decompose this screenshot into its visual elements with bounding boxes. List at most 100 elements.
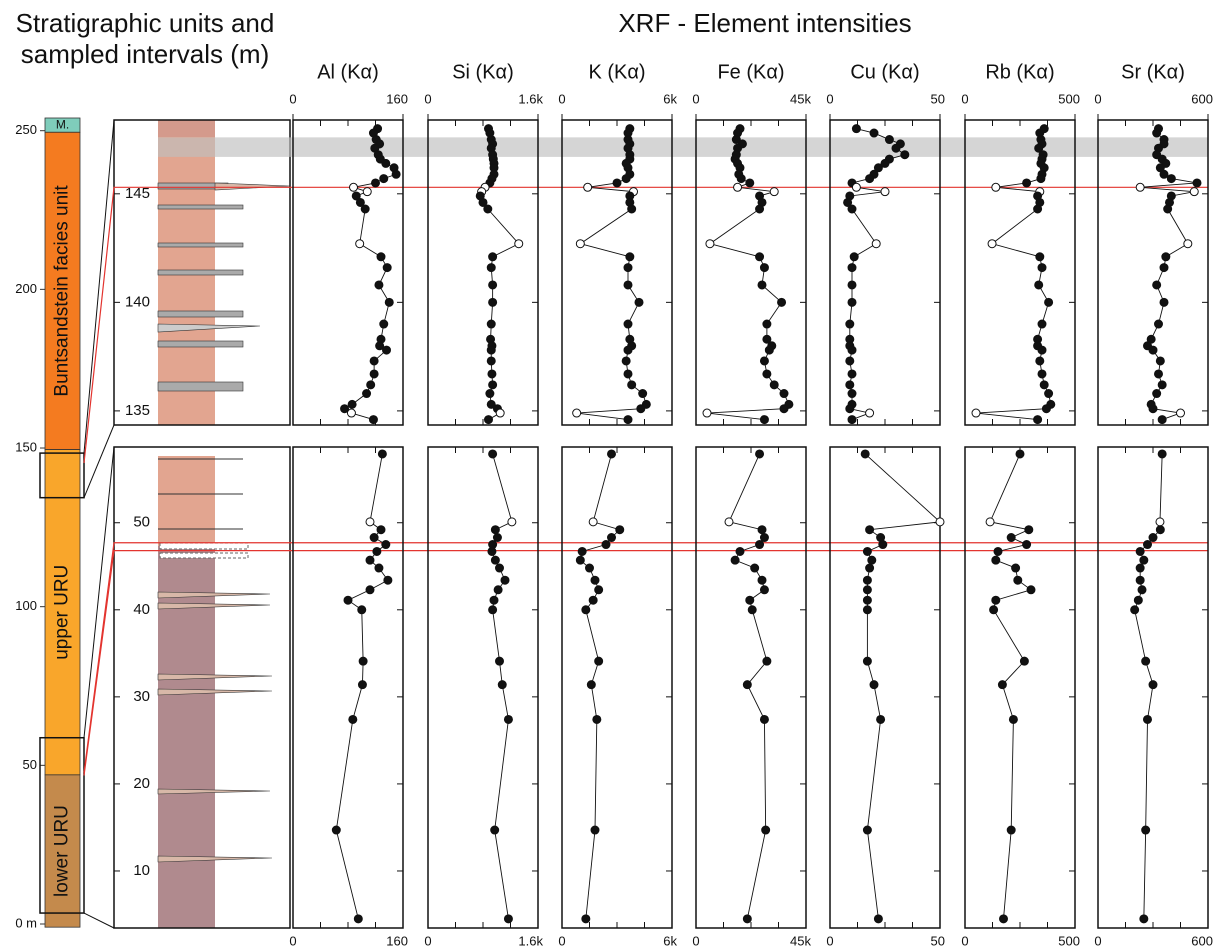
data-point [1022, 178, 1032, 188]
data-point [1139, 555, 1149, 565]
data-point [331, 825, 341, 835]
data-point [733, 182, 743, 192]
data-point [382, 263, 392, 273]
unit [44, 131, 81, 451]
x-tick-label: 50 [931, 91, 945, 106]
series-name: Si (Kα) [452, 61, 514, 83]
data-point [376, 525, 386, 535]
data-point [845, 319, 855, 329]
unit-label: lower URU [52, 805, 73, 897]
x-tick-label: 160 [386, 91, 408, 106]
data-point [843, 197, 853, 207]
data-point [759, 356, 769, 366]
data-point [985, 517, 995, 527]
data-point [623, 345, 633, 355]
data-point [867, 555, 877, 565]
data-point [577, 546, 587, 556]
data-point [483, 204, 493, 214]
x-tick-label: 160 [386, 933, 408, 948]
data-point [369, 356, 379, 366]
data-point [612, 178, 622, 188]
x-tick-label: 0 [424, 933, 431, 948]
data-point [625, 252, 635, 262]
data-point [379, 319, 389, 329]
data-point [377, 449, 387, 459]
data-point [762, 369, 772, 379]
data-point [374, 563, 384, 573]
data-point [762, 656, 772, 666]
data-point [488, 297, 498, 307]
data-point [355, 197, 365, 207]
data-point [488, 605, 498, 615]
data-point [865, 525, 875, 535]
data-point [759, 714, 769, 724]
series-line [479, 128, 520, 420]
data-point [730, 555, 740, 565]
data-point [891, 143, 901, 153]
data-point [357, 680, 367, 690]
data-point [355, 239, 365, 249]
series-name: Cu (Kα) [850, 61, 919, 83]
data-point [1141, 825, 1151, 835]
data-point [1157, 415, 1167, 425]
depth-tick-label: 135 [125, 402, 150, 419]
data-point [485, 389, 495, 399]
data-point [488, 449, 498, 459]
data-point [486, 319, 496, 329]
depth-tick-label: 40 [133, 601, 150, 618]
data-point [991, 595, 1001, 605]
data-point [847, 204, 857, 214]
data-point [862, 656, 872, 666]
marker-line [83, 549, 1208, 776]
data-point [747, 605, 757, 615]
x-tick-label: 1.6k [518, 91, 543, 106]
data-point [1013, 575, 1023, 585]
data-point [869, 680, 879, 690]
data-point [382, 345, 391, 355]
data-point [391, 169, 401, 179]
data-point [1139, 914, 1149, 924]
data-point [1019, 656, 1029, 666]
data-point [349, 182, 358, 192]
data-point [993, 546, 1003, 556]
data-point [1044, 389, 1054, 399]
data-point [1135, 563, 1145, 573]
data-point [351, 191, 361, 201]
data-point [357, 605, 367, 615]
data-point [374, 280, 384, 290]
data-point [1137, 585, 1147, 595]
data-point [590, 575, 600, 585]
x-tick-label: 6k [663, 933, 677, 948]
data-point [862, 605, 872, 615]
data-point [1034, 143, 1044, 153]
series-name: Fe (Kα) [717, 61, 784, 83]
data-point [862, 825, 872, 835]
data-point [871, 239, 881, 249]
marker-line [83, 186, 1208, 463]
data-point [638, 389, 648, 399]
data-point [493, 585, 503, 595]
data-point [489, 595, 499, 605]
series-line [989, 453, 1033, 919]
data-point [581, 914, 591, 924]
x-tick-label: 0 [289, 933, 296, 948]
x-tick-label: 0 [826, 933, 833, 948]
depth-tick-label: 20 [133, 775, 150, 792]
data-point [736, 174, 746, 184]
data-point [586, 680, 596, 690]
data-point [381, 540, 391, 550]
data-point [847, 369, 857, 379]
data-point [478, 197, 488, 207]
panel-frame [292, 446, 404, 929]
data-point [755, 540, 765, 550]
x-tick-label: 500 [1058, 933, 1080, 948]
data-point [1161, 252, 1171, 262]
x-tick-label: 50 [931, 933, 945, 948]
data-point [862, 546, 872, 556]
data-point [991, 182, 1001, 192]
data-point [1033, 415, 1043, 425]
data-point [1152, 128, 1162, 138]
data-point [745, 178, 755, 188]
data-point [1155, 517, 1165, 527]
data-point [384, 297, 394, 307]
